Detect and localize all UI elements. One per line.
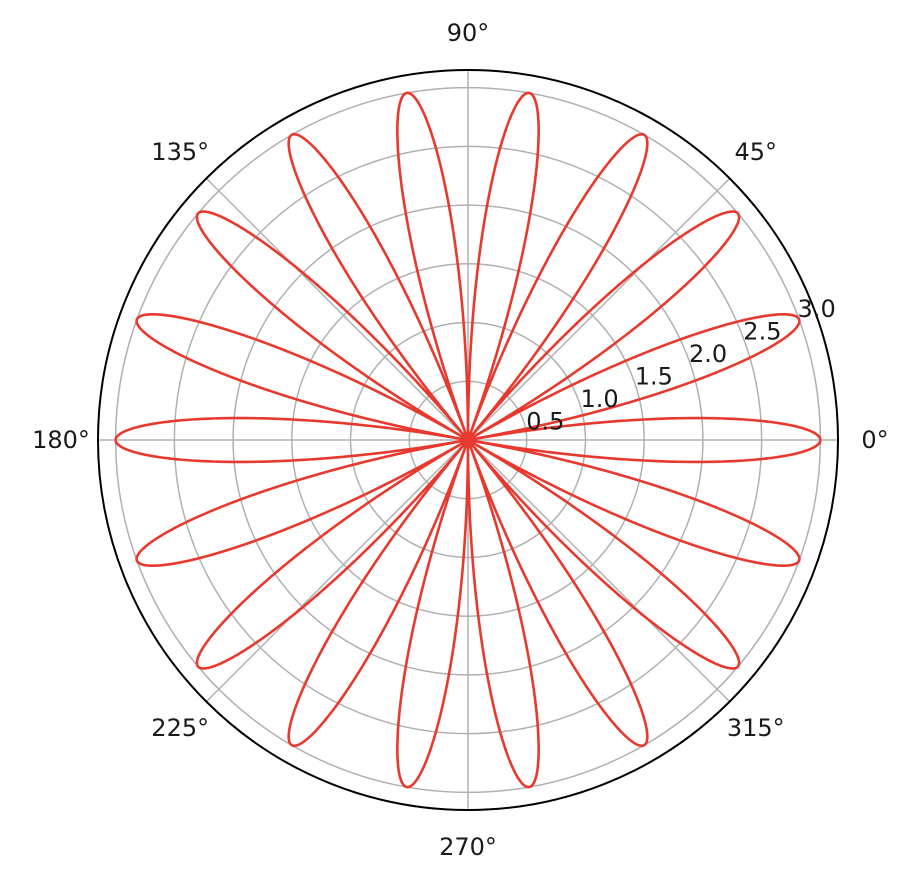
theta-grid-line-5 [205,439,469,703]
r-tick-label-5: 3.0 [798,295,836,323]
r-tick-label-3: 2.0 [689,340,727,368]
r-tick-label-0: 0.5 [526,408,564,436]
theta-tick-label-3: 135° [151,138,209,166]
theta-grid-line-7 [467,439,731,703]
r-tick-label-1: 1.0 [581,385,619,413]
theta-tick-label-1: 45° [735,138,778,166]
theta-tick-label-5: 225° [151,714,209,742]
r-tick-label-2: 1.5 [635,363,673,391]
tick-labels: 0° 45° 90° 135° 180° 225° 270° 315° 0.5 1.0 1.5 2.0… [32,19,889,861]
theta-tick-label-0: 0° [861,426,888,454]
theta-tick-label-4: 180° [32,426,90,454]
theta-tick-label-6: 270° [439,833,497,861]
theta-tick-label-2: 90° [447,19,490,47]
theta-tick-label-7: 315° [727,714,785,742]
polar-frame [97,69,839,811]
rose-curve-line-0 [114,91,822,789]
polar-outer-frame [97,69,839,811]
r-tick-label-4: 2.5 [743,318,781,346]
theta-grid-line-3 [205,177,469,441]
rose-curve-series [114,91,822,789]
theta-grid-line-1 [467,177,731,441]
